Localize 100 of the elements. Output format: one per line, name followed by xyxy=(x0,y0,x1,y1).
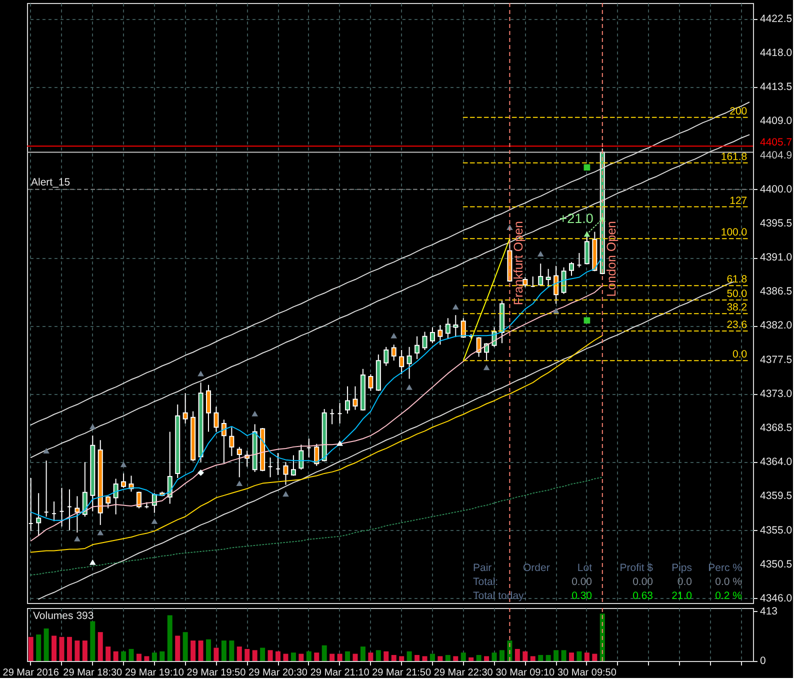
x-tick-label: 29 Mar 19:10 xyxy=(124,668,184,678)
bar xyxy=(422,656,428,661)
bar xyxy=(314,652,320,661)
series-label: 50.0 xyxy=(726,288,748,300)
bar xyxy=(484,656,490,661)
bar xyxy=(384,651,389,661)
point xyxy=(336,440,343,446)
y-tick-label: 4350.5 xyxy=(760,558,792,570)
annotation: Total: xyxy=(473,576,498,588)
bar xyxy=(144,656,150,661)
annotation: Order xyxy=(523,562,550,574)
bar xyxy=(406,651,412,661)
candlestick xyxy=(554,265,559,304)
bar xyxy=(244,648,250,661)
candlestick xyxy=(136,491,142,509)
candlestick xyxy=(314,443,320,466)
series-label: 61.8 xyxy=(726,274,748,286)
candlestick xyxy=(106,496,111,509)
point xyxy=(43,448,50,454)
point xyxy=(552,308,560,314)
y-tick-label: 4373.0 xyxy=(760,388,792,400)
candlestick xyxy=(438,324,443,346)
chart-title: Volumes 393 xyxy=(33,610,94,622)
bar xyxy=(360,646,366,661)
bar xyxy=(229,640,234,661)
line-series xyxy=(30,102,750,426)
candlestick xyxy=(406,346,412,380)
line-series xyxy=(462,238,510,362)
y-tick-label: 413 xyxy=(760,605,778,618)
candlestick xyxy=(546,268,551,288)
y-tick-label: 4418.0 xyxy=(760,47,792,59)
bar xyxy=(276,651,281,661)
y-tick-label: 4346.0 xyxy=(760,592,792,604)
ref-line-label: 4404.9 xyxy=(760,150,792,162)
annotation: 0.30 xyxy=(572,590,592,602)
ref-line-label: 4405.7 xyxy=(760,136,792,149)
bar xyxy=(554,650,559,661)
line-series xyxy=(30,256,603,521)
bar xyxy=(152,652,157,661)
point xyxy=(537,251,544,256)
bar xyxy=(74,640,80,661)
candlestick xyxy=(445,318,450,340)
annotation: Perc % xyxy=(708,562,742,574)
bar xyxy=(236,646,242,661)
point xyxy=(390,332,398,338)
point xyxy=(151,518,158,524)
bar xyxy=(290,652,296,661)
annotation: 0.63 xyxy=(632,590,654,602)
bar xyxy=(569,652,574,661)
bar xyxy=(399,656,404,661)
line-series xyxy=(30,134,750,458)
candlestick xyxy=(113,478,118,515)
candlestick xyxy=(36,492,42,536)
candlestick xyxy=(422,331,428,350)
series-label: 38.2 xyxy=(726,302,748,314)
point xyxy=(74,536,80,542)
annotation: 0.00 xyxy=(632,576,654,588)
bar xyxy=(576,651,582,661)
annotation: 0.2 % xyxy=(715,590,742,602)
candlestick xyxy=(384,346,389,366)
candlestick xyxy=(283,462,288,486)
bar xyxy=(175,636,180,661)
candlestick xyxy=(391,344,396,362)
point xyxy=(198,470,204,476)
bar xyxy=(206,639,211,661)
y-tick-label: 4391.0 xyxy=(760,252,792,264)
point xyxy=(584,164,590,171)
bar xyxy=(522,651,528,661)
point xyxy=(89,559,96,565)
bar xyxy=(182,632,188,661)
bar xyxy=(438,656,443,661)
bar xyxy=(90,621,96,661)
bar xyxy=(298,654,304,661)
bar xyxy=(584,652,590,661)
bar xyxy=(414,654,420,661)
bar xyxy=(36,634,42,661)
x-tick-label: 30 Mar 09:10 xyxy=(496,668,556,678)
point xyxy=(198,370,204,376)
point xyxy=(452,304,459,310)
candlestick xyxy=(206,384,211,432)
bar xyxy=(66,636,72,661)
candlestick xyxy=(569,262,574,276)
point xyxy=(252,410,258,416)
annotation: London Open xyxy=(604,220,618,297)
candlestick xyxy=(121,472,126,488)
candlestick xyxy=(352,386,358,410)
candlestick xyxy=(453,314,458,338)
point xyxy=(406,384,412,390)
bar xyxy=(136,654,142,661)
candlestick xyxy=(221,419,226,464)
annotation: 21.0 xyxy=(672,590,692,602)
line-series xyxy=(30,476,603,576)
bar xyxy=(445,654,450,661)
series-label: 161.8 xyxy=(720,150,748,163)
bar xyxy=(106,646,111,661)
bar xyxy=(167,615,172,661)
series-label: 127 xyxy=(730,194,748,207)
bar xyxy=(453,656,458,661)
series-label: 0.0 xyxy=(732,348,748,361)
candlestick xyxy=(399,349,404,375)
